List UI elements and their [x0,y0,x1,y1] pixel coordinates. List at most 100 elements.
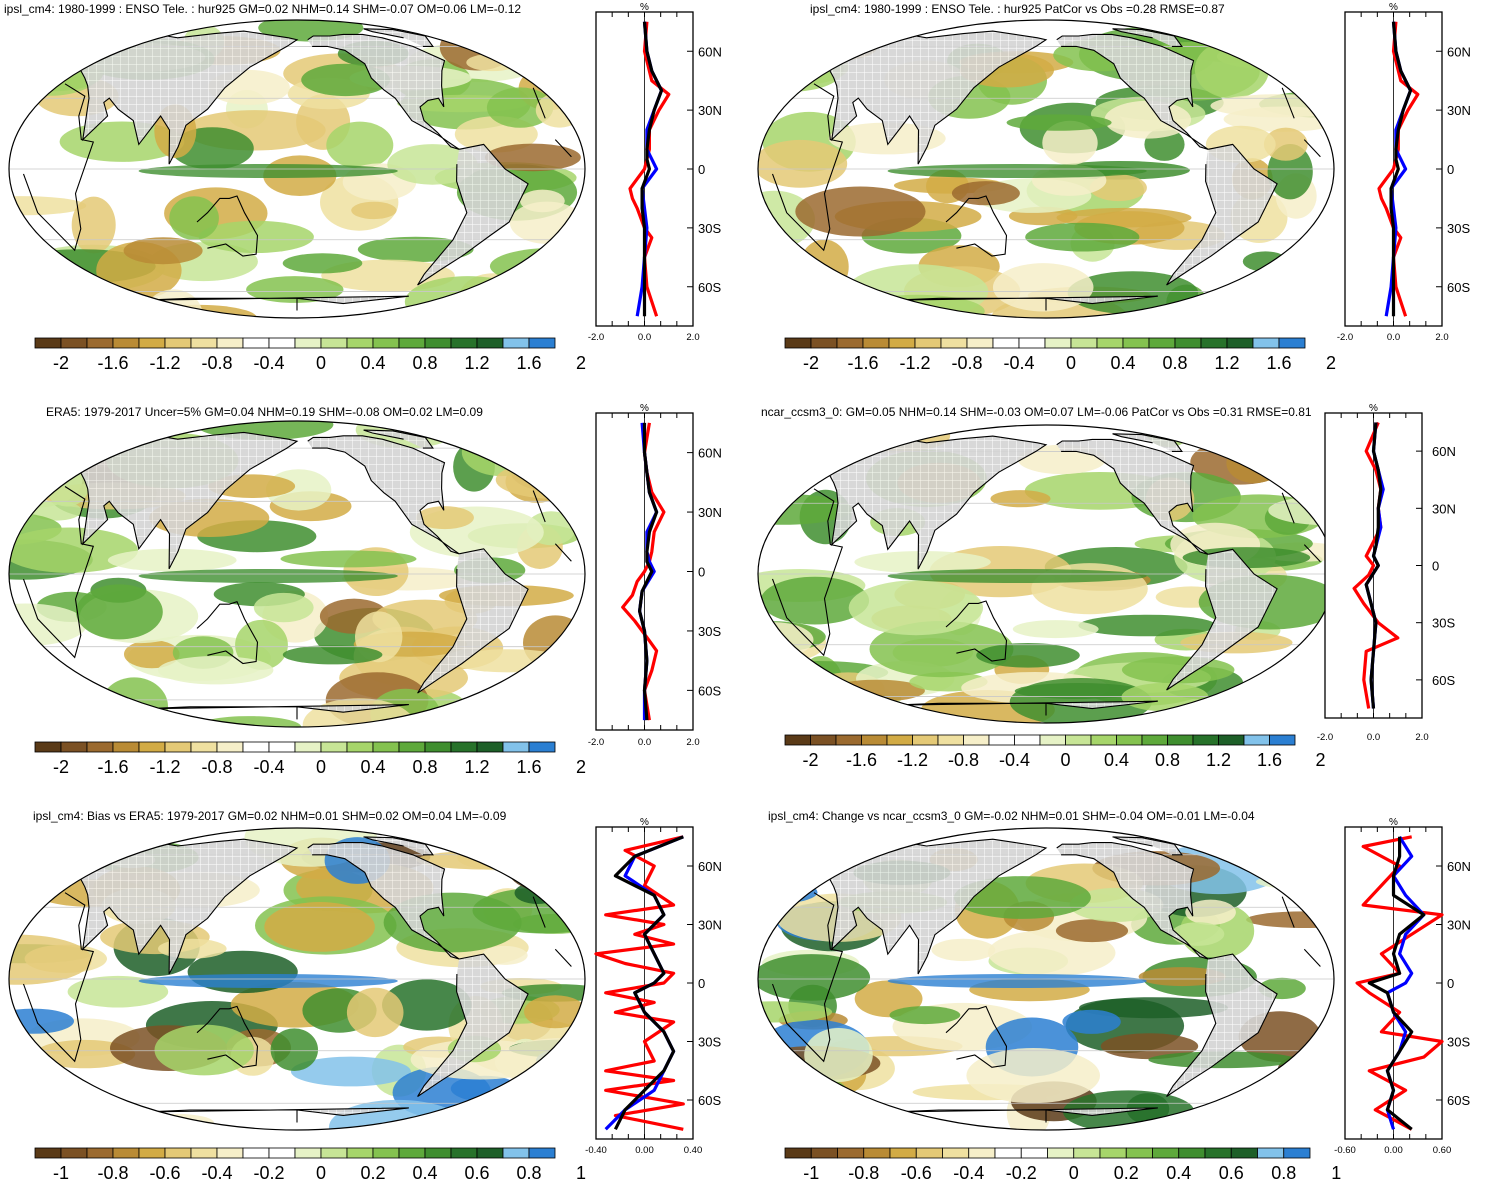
field-blob [1014,683,1143,699]
colorbar-swatch [398,1147,426,1159]
field-blob [758,954,871,1001]
field-blob [758,20,835,42]
field-blob [1056,207,1192,228]
colorbar-swatch [346,741,374,753]
colorbar-label: -0.6 [901,1163,932,1181]
colorbar-label: -0.2 [253,1163,284,1181]
profile-lat-label: 60N [698,859,722,874]
land-americasN [307,435,460,554]
map-border [757,827,1335,1131]
colorbar-swatch [912,734,939,746]
colorbar-label: 0 [316,757,326,777]
colorbar-label: 0.4 [1166,1163,1191,1181]
colorbar-label: 1 [576,1163,586,1181]
land-antarctica [143,704,409,720]
colorbar-swatch [164,741,192,753]
colorbar-swatch [294,741,322,753]
panel-3-title: ERA5: 1979-2017 Uncer=5% GM=0.04 NHM=0.1… [46,405,483,419]
profile-lat-label: 60S [698,280,721,295]
land-eurasia [80,432,298,569]
colorbar-swatch [994,1147,1022,1159]
field-blob [1042,120,1098,166]
profile-xtick-label: 2.0 [1435,332,1448,343]
profile-lat-label: 30S [698,1035,721,1050]
colorbar-swatch [988,734,1015,746]
field-blob [1226,443,1283,484]
field-blob [154,1024,254,1076]
colorbar-label: 1.6 [516,757,541,777]
colorbar-swatch [268,1147,296,1159]
colorbar-swatch [112,741,140,753]
profile-xtick-label: 2.0 [1415,732,1428,743]
field-blob [1210,94,1334,118]
field-blob [966,1048,1100,1104]
land-americasN [1056,34,1209,150]
field-blob [758,46,844,92]
colorbar-swatch [190,1147,218,1159]
field-blob [501,844,574,876]
colorbar-label: -1 [803,1163,819,1181]
colorbar-swatch [476,741,504,753]
field-blob [1121,682,1209,712]
field-blob [758,1001,833,1023]
profile-lat-label: 60S [1432,673,1455,688]
colorbar-swatch [1152,1147,1180,1159]
colorbar-swatch [1099,1147,1127,1159]
profile-xtick-label: -2.0 [1317,732,1333,743]
colorbar-swatch [112,1147,140,1159]
colorbar-swatch [476,1147,504,1159]
colorbar-swatch [346,337,374,349]
coastline-antarctica [892,700,1158,716]
profile-xtick-label: 0.00 [1384,1145,1403,1156]
coastline-australia [945,1005,1008,1068]
field-blob [253,592,314,623]
colorbar-swatch [476,337,504,349]
colorbar-swatch [1148,337,1176,349]
colorbar-label: 1 [1331,1163,1341,1181]
profile-lat-label: 30N [698,918,722,933]
colorbar-swatch [1167,734,1194,746]
field-blob [9,527,138,573]
field-blob [976,643,1080,668]
field-blob [798,296,845,318]
colorbar-swatch [1269,734,1296,746]
profile-unit: % [1369,403,1378,414]
profile-series-line [1364,422,1383,709]
colorbar-swatch [320,337,348,349]
colorbar-swatch [1200,337,1228,349]
land-antarctica [892,1107,1158,1123]
field-blob [758,139,848,188]
profile-xtick-label: -2.0 [588,737,604,748]
equatorial-band [138,974,398,988]
field-blob [346,987,404,1038]
colorbar-swatch [966,337,994,349]
profile-lat-label: 60S [1447,280,1470,295]
colorbar-swatch [268,741,296,753]
profile-xtick-label: 0.0 [1367,732,1380,743]
coastline-americasN [1056,438,1209,555]
equatorial-band [887,569,1147,583]
colorbar-swatch [1020,1147,1048,1159]
field-blob [431,299,507,318]
colorbar-label: -0.4 [1003,353,1034,373]
land-americasN [1056,439,1209,555]
field-blob [351,201,397,220]
field-blob [270,1028,318,1071]
coastline-greenland [363,429,434,449]
panel-1-map [8,19,586,319]
coastline-eurasia [829,435,1048,570]
colorbar-swatch [190,337,218,349]
colorbar-swatch [835,734,862,746]
field-blob [476,421,524,440]
colorbar-swatch [112,337,140,349]
colorbar-swatch [1192,734,1219,746]
field-blob [534,259,585,317]
colorbar-swatch [294,1147,322,1159]
field-blob [10,421,73,457]
field-blob [1148,1051,1297,1069]
profile-xtick-label: -2.0 [1337,332,1353,343]
profile-lat-label: 60S [698,1093,721,1108]
coastline-americasS [417,953,529,1097]
colorbar-label: 0 [1060,750,1070,770]
